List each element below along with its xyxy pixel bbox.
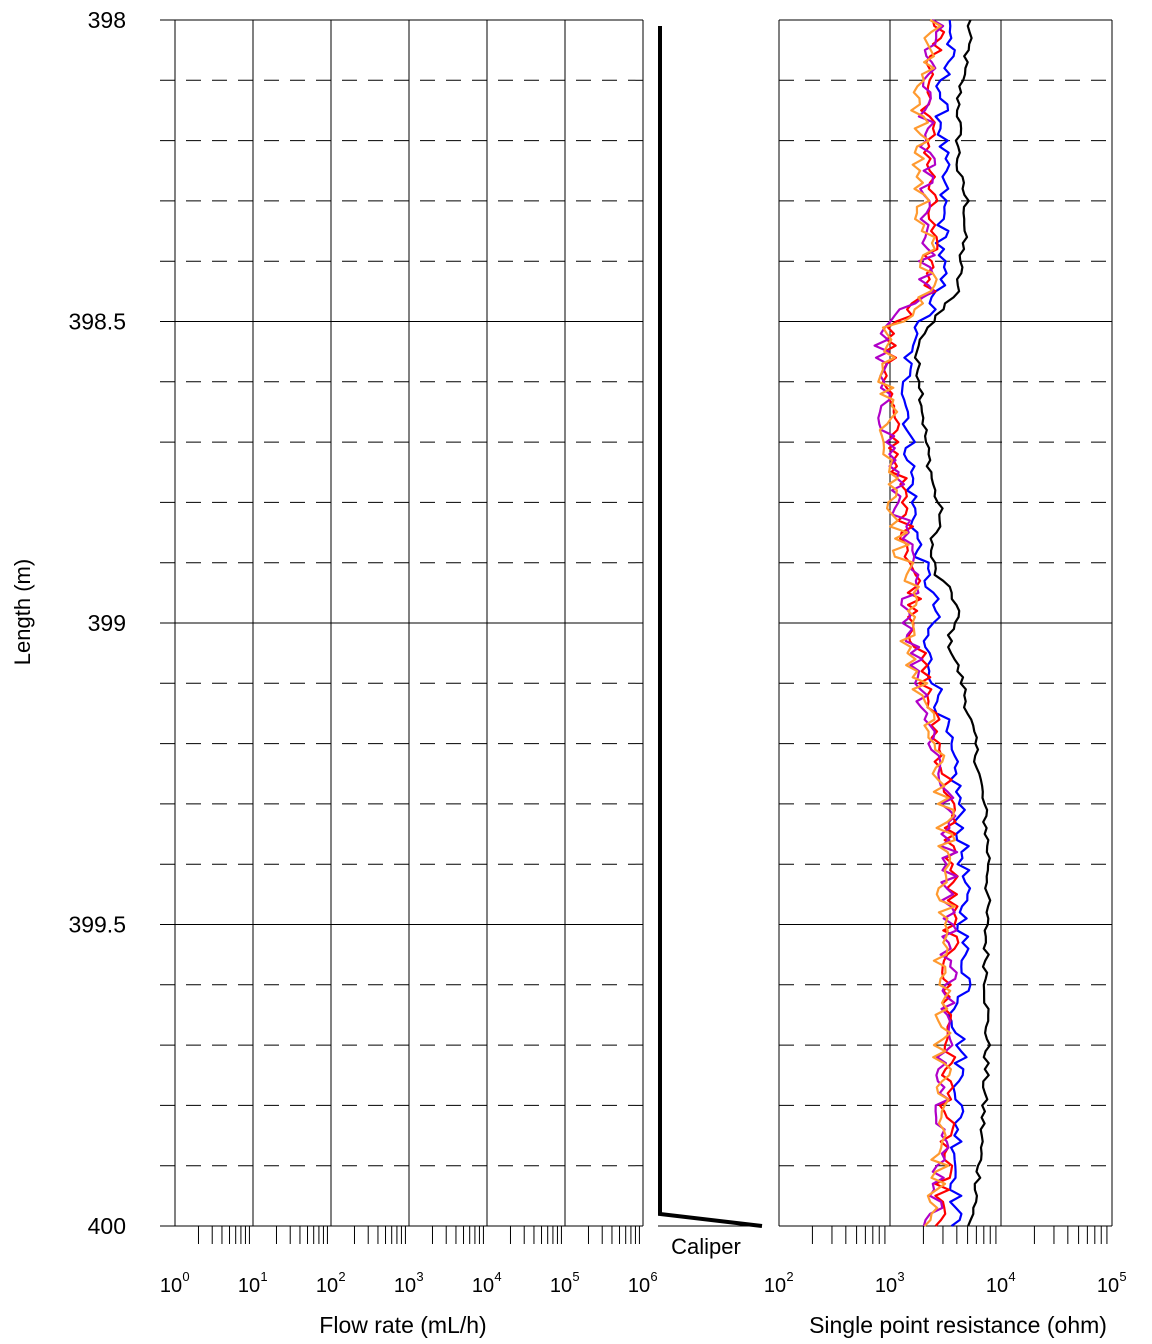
flow-x-tick-exponent: 1 <box>260 1269 267 1284</box>
resistance-x-tick-exponent: 2 <box>786 1269 793 1284</box>
flow-x-tick-exponent: 3 <box>416 1269 423 1284</box>
flow-x-tick-label: 10 <box>550 1275 572 1297</box>
flow-x-tick-exponent: 5 <box>572 1269 579 1284</box>
flow-x-tick-label: 10 <box>238 1275 260 1297</box>
flow-x-tick-exponent: 0 <box>182 1269 189 1284</box>
resistance-series-group <box>873 19 992 1227</box>
resistance-series-line-1 <box>913 19 992 1227</box>
resistance-series-line-2 <box>900 19 972 1227</box>
resistance-x-tick-exponent: 5 <box>1119 1269 1126 1284</box>
y-tick-label: 399.5 <box>68 912 126 938</box>
flow-x-tick-exponent: 4 <box>494 1269 501 1284</box>
resistance-series-line-4 <box>873 19 959 1227</box>
resistance-x-tick-exponent: 4 <box>1008 1269 1015 1284</box>
flow-rate-panel-grid <box>160 19 644 1244</box>
y-axis-label: Length (m) <box>10 559 35 665</box>
y-tick-label: 399 <box>88 610 126 636</box>
resistance-series-line-5 <box>877 19 957 1227</box>
caliper-line <box>658 26 763 1228</box>
flow-x-tick-label: 10 <box>394 1275 416 1297</box>
resistance-x-tick-label: 10 <box>764 1275 786 1297</box>
resistance-x-tick-exponent: 3 <box>897 1269 904 1284</box>
flow-x-tick-label: 10 <box>316 1275 338 1297</box>
y-tick-label: 398 <box>88 7 126 33</box>
resistance-x-tick-label: 10 <box>1097 1275 1119 1297</box>
resistance-x-tick-label: 10 <box>875 1275 897 1297</box>
y-tick-labels: 398 398.5 399 399.5 400 <box>68 7 126 1239</box>
y-tick-label: 398.5 <box>68 309 126 335</box>
flow-x-tick-label: 10 <box>160 1275 182 1297</box>
caliper-label: Caliper <box>671 1234 741 1259</box>
caliper-track <box>658 26 763 1228</box>
flow-x-tick-label: 10 <box>628 1275 650 1297</box>
flow-rate-x-tick-labels: 10 0 10 1 10 2 10 3 10 4 10 5 10 6 <box>160 1269 658 1297</box>
resistance-x-tick-label: 10 <box>986 1275 1008 1297</box>
flow-x-tick-label: 10 <box>472 1275 494 1297</box>
flow-rate-x-axis-label: Flow rate (mL/h) <box>319 1312 486 1338</box>
resistance-x-tick-labels: 10 2 10 3 10 4 10 5 <box>764 1269 1127 1297</box>
flow-x-tick-exponent: 6 <box>650 1269 657 1284</box>
flow-x-tick-exponent: 2 <box>338 1269 345 1284</box>
resistance-x-axis-label: Single point resistance (ohm) <box>809 1312 1107 1338</box>
y-tick-label: 400 <box>88 1213 126 1239</box>
